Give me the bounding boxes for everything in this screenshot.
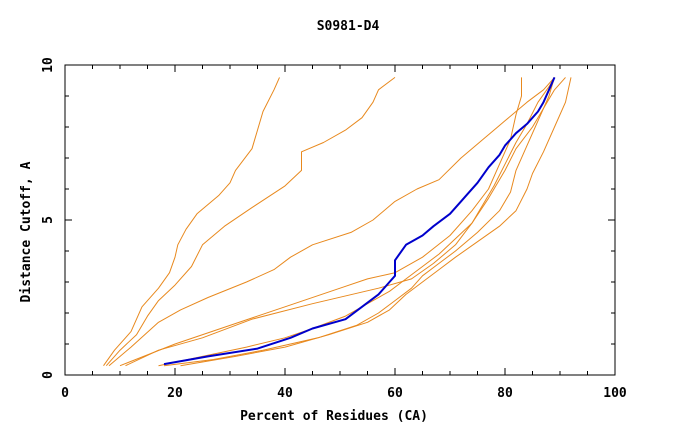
series-line-1 [103,77,280,366]
y-tick-label: 10 [41,57,56,73]
series-line-7 [180,77,572,367]
x-tick-label: 80 [497,386,513,401]
series-line-highlight [163,76,556,366]
series-line-8 [119,77,522,367]
y-tick-label: 0 [41,371,56,379]
series-line-4 [125,77,566,367]
x-tick-label: 100 [603,386,627,401]
x-axis-label: Percent of Residues (CA) [240,409,428,424]
series-layer [103,76,572,367]
x-tick-label: 40 [277,386,293,401]
x-tick-label: 20 [167,386,183,401]
series-line-3 [108,77,555,367]
chart-title: S0981-D4 [317,19,380,34]
y-axis-label: Distance Cutoff, A [19,161,34,302]
axis-ticks: 0 20 40 60 80 100 0 5 10 [41,57,627,401]
plot-area-frame [64,64,616,376]
y-tick-label: 5 [41,216,56,224]
x-tick-label: 60 [387,386,403,401]
series-line-2 [105,77,396,367]
series-line-6 [163,77,555,367]
series-line-5 [158,77,555,367]
x-tick-label: 0 [61,386,69,401]
